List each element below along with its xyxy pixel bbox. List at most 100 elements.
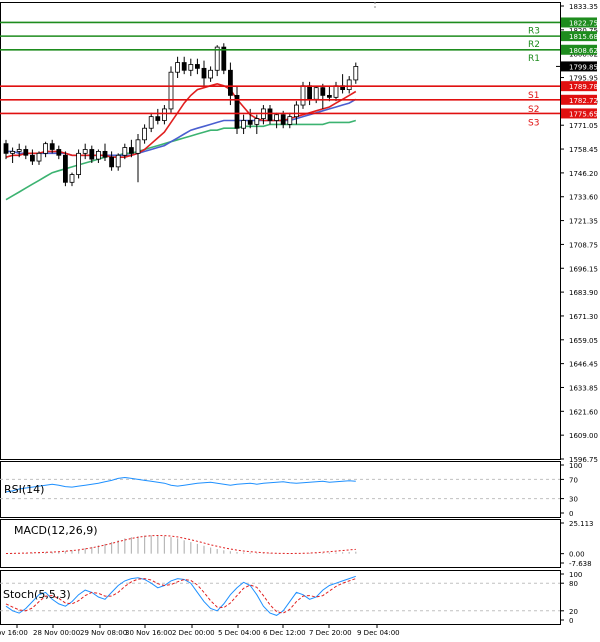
rsi-tick-label: 30 xyxy=(569,496,578,504)
price-tick-label: 1609.00 xyxy=(569,432,598,440)
candle-bearish xyxy=(194,64,200,69)
candle-bearish xyxy=(49,143,55,150)
candle-bearish xyxy=(155,116,161,121)
candle-bearish xyxy=(109,156,114,168)
price-tick-label: 1795.95 xyxy=(569,75,598,83)
time-tick-label: 28 Nov 00:00 xyxy=(33,629,80,637)
time-tick-label: 6 Dec 12:00 xyxy=(263,629,306,637)
stoch-tick-label: 100 xyxy=(569,571,582,579)
price-tick-label: 1771.05 xyxy=(569,122,598,130)
candle-bullish xyxy=(142,127,148,141)
candle-bearish xyxy=(128,147,134,154)
candle-bullish xyxy=(353,66,359,81)
rsi-tick-label: 100 xyxy=(569,462,582,470)
level-price-tag-bg xyxy=(561,44,597,55)
candle-bearish xyxy=(56,149,62,156)
candle-bullish xyxy=(161,108,167,121)
rsi-panel-frame xyxy=(0,461,561,518)
level-price-tag-bg xyxy=(561,94,597,105)
candle-bullish xyxy=(148,116,154,129)
level-price-tag: 1822.75 xyxy=(569,19,598,27)
time-tick-label: 7 Dec 20:00 xyxy=(309,629,352,637)
candle-bullish xyxy=(333,85,339,98)
stoch-tick-label: 80 xyxy=(569,580,578,588)
candle-bullish xyxy=(168,71,174,110)
price-tick-label: 1721.35 xyxy=(569,218,598,226)
stoch-label: Stoch(5,5,3) xyxy=(3,588,71,601)
current-price-tag-bg xyxy=(561,61,597,72)
candle-bullish xyxy=(96,151,101,160)
candle-bullish xyxy=(293,104,299,118)
candle-bearish xyxy=(201,67,207,79)
stoch-tick-label: 20 xyxy=(569,608,578,616)
candle-bullish xyxy=(175,62,181,73)
candle-bearish xyxy=(63,154,68,183)
price-tick-label: 1646.45 xyxy=(569,361,598,369)
level-name-r3: R3 xyxy=(528,26,540,36)
price-tick-label: 1683.90 xyxy=(569,289,598,297)
candle-bullish xyxy=(254,118,260,125)
candle-bullish xyxy=(36,152,42,162)
candle-bullish xyxy=(135,139,141,154)
candle-bullish xyxy=(69,174,75,183)
price-tick-label: 1671.30 xyxy=(569,313,598,321)
candle-bearish xyxy=(29,154,35,162)
price-tick-label: 1696.15 xyxy=(569,265,598,273)
current-price-tag: 1799.85 xyxy=(569,63,598,71)
stoch-d-line xyxy=(5,578,356,614)
candle-bullish xyxy=(76,152,81,175)
level-price-tag: 1815.68 xyxy=(569,33,598,41)
price-tick-label: 1633.85 xyxy=(569,384,598,392)
rsi-line xyxy=(5,476,356,493)
price-tick-label: 1746.20 xyxy=(569,170,598,178)
level-name-s2: S2 xyxy=(528,105,539,115)
time-tick-label: 29 Nov 08:00 xyxy=(80,629,127,637)
stoch-panel-frame xyxy=(0,570,561,625)
stoch-k-line xyxy=(5,575,356,616)
level-price-tag: 1808.62 xyxy=(569,47,598,55)
level-name-r2: R2 xyxy=(528,40,540,50)
candle-bullish xyxy=(122,147,128,156)
candle-bearish xyxy=(23,149,29,156)
rsi-label: RSI(14) xyxy=(4,483,44,496)
level-price-tag: 1782.72 xyxy=(569,97,598,105)
price-tick-label: 1758.45 xyxy=(569,146,598,154)
time-tick-label: 9 Dec 04:00 xyxy=(357,629,400,637)
candle-bullish xyxy=(241,120,247,129)
candle-bullish xyxy=(287,116,293,125)
candle-bearish xyxy=(234,94,240,129)
time-tick-label: ov 16:00 xyxy=(0,629,28,637)
candle-bullish xyxy=(313,87,319,100)
candle-bearish xyxy=(320,87,326,96)
level-name-r1: R1 xyxy=(528,54,540,64)
level-price-tag-bg xyxy=(561,81,597,92)
candle-bearish xyxy=(181,62,187,71)
level-price-tag-bg xyxy=(561,17,597,28)
candle-bullish xyxy=(16,149,22,152)
rsi-tick-label: 0 xyxy=(569,510,573,518)
candle-bullish xyxy=(274,114,280,121)
level-price-tag: 1789.78 xyxy=(569,83,598,91)
level-price-tag-bg xyxy=(561,31,597,42)
candle-bullish xyxy=(188,64,194,71)
rsi-panel: 100 70 30 0 RSI(14) xyxy=(0,461,582,518)
level-name-s3: S3 xyxy=(528,118,539,128)
candle-bullish xyxy=(300,85,306,106)
time-tick-label: 2 Dec 00:00 xyxy=(172,629,215,637)
candle-bearish xyxy=(247,120,253,125)
price-tick-label: 1708.75 xyxy=(569,241,598,249)
candle-bullish xyxy=(208,69,214,79)
candle-bearish xyxy=(227,69,233,96)
stoch-tick-label: 0 xyxy=(569,617,573,625)
price-tick-label: 1820.75 xyxy=(569,27,598,35)
candle-bullish xyxy=(214,46,220,71)
candle-bearish xyxy=(267,108,273,121)
candle-bearish xyxy=(102,151,108,158)
macd-tick-label: -7.638 xyxy=(569,560,592,568)
candle-bearish xyxy=(89,149,95,160)
price-tick-label: 1659.05 xyxy=(569,337,598,345)
price-tick-label: 1833.35 xyxy=(569,3,598,11)
